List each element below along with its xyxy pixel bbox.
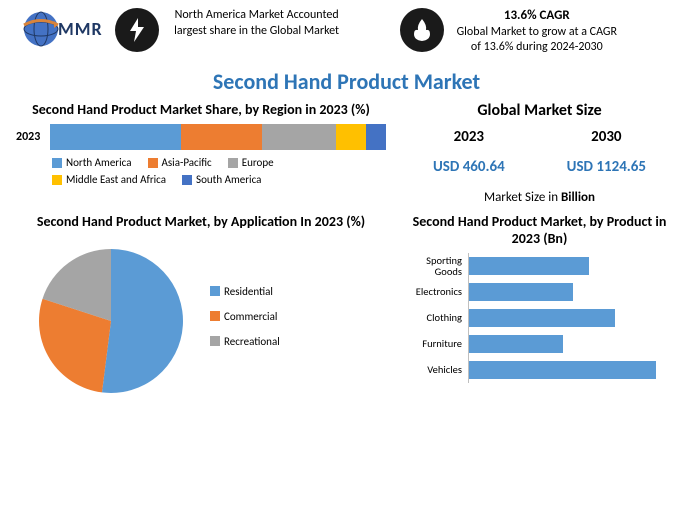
legend-swatch bbox=[182, 175, 192, 185]
legend-label: Europe bbox=[242, 156, 274, 169]
bar-row: Vehicles bbox=[406, 357, 677, 383]
region-segment bbox=[50, 124, 181, 150]
bar-fill bbox=[469, 257, 589, 275]
legend-item: Asia-Pacific bbox=[148, 156, 212, 169]
region-segment bbox=[262, 124, 336, 150]
page-title: Second Hand Product Market bbox=[0, 68, 693, 95]
bar-fill bbox=[469, 283, 573, 301]
region-segment bbox=[336, 124, 366, 150]
product-bar-area: Sporting Goods Electronics Clothing Furnitu… bbox=[402, 253, 677, 383]
global-val-1: USD 1124.65 bbox=[567, 158, 646, 176]
header: MMR North America Market Accounted large… bbox=[0, 0, 693, 56]
legend-item: Recreational bbox=[210, 335, 280, 348]
stat-cagr: 13.6% CAGR Global Market to grow at a CA… bbox=[400, 8, 673, 56]
global-year-1: 2030 bbox=[567, 128, 646, 146]
legend-swatch bbox=[52, 175, 62, 185]
bar-area bbox=[468, 253, 677, 279]
bar-area bbox=[468, 279, 677, 305]
bar-row: Furniture bbox=[406, 331, 677, 357]
bar-label: Clothing bbox=[406, 312, 468, 324]
legend-swatch bbox=[228, 158, 238, 168]
bar-area bbox=[468, 357, 677, 383]
legend-swatch bbox=[210, 311, 220, 321]
flame-icon bbox=[400, 8, 444, 52]
legend-item: Commercial bbox=[210, 310, 280, 323]
legend-item: Middle East and Africa bbox=[52, 173, 166, 186]
region-stacked-bar bbox=[50, 124, 386, 150]
product-chart: Second Hand Product Market, by Product i… bbox=[402, 213, 677, 396]
pie-legend: Residential Commercial Recreational bbox=[210, 273, 280, 360]
globe-icon bbox=[20, 8, 62, 50]
pie-chart-title: Second Hand Product Market, by Applicati… bbox=[16, 213, 386, 230]
pie-svg bbox=[16, 236, 196, 396]
product-chart-title: Second Hand Product Market, by Product i… bbox=[402, 213, 677, 247]
legend-swatch bbox=[52, 158, 62, 168]
bar-fill bbox=[469, 361, 656, 379]
legend-item: South America bbox=[182, 173, 261, 186]
stat2-title: 13.6% CAGR bbox=[452, 8, 622, 25]
bar-area bbox=[468, 331, 677, 357]
stat2-text: Global Market to grow at a CAGR of 13.6%… bbox=[452, 25, 622, 56]
legend-label: South America bbox=[196, 173, 261, 186]
bar-row: Clothing bbox=[406, 305, 677, 331]
global-year-0: 2023 bbox=[433, 128, 505, 146]
legend-label: Recreational bbox=[224, 335, 280, 348]
mmr-logo: MMR bbox=[20, 8, 103, 50]
bar-row: Electronics bbox=[406, 279, 677, 305]
region-segment bbox=[181, 124, 262, 150]
legend-label: North America bbox=[66, 156, 132, 169]
region-legend: North America Asia-Pacific Europe Middle Ea… bbox=[16, 156, 386, 186]
stat1-text: North America Market Accounted largest s… bbox=[167, 8, 347, 39]
region-row-label: 2023 bbox=[16, 130, 50, 144]
bar-row: Sporting Goods bbox=[406, 253, 677, 279]
legend-label: Commercial bbox=[224, 310, 277, 323]
global-size-panel: Global Market Size 2023 USD 460.64 2030 … bbox=[402, 101, 677, 205]
pie-chart: Second Hand Product Market, by Applicati… bbox=[16, 213, 386, 396]
bar-label: Furniture bbox=[406, 338, 468, 350]
global-val-0: USD 460.64 bbox=[433, 158, 505, 176]
bar-label: Sporting Goods bbox=[406, 255, 468, 278]
region-chart-title: Second Hand Product Market Share, by Reg… bbox=[16, 101, 386, 118]
region-segment bbox=[366, 124, 386, 150]
legend-swatch bbox=[148, 158, 158, 168]
global-size-note: Market Size in Billion bbox=[402, 190, 677, 205]
legend-label: Residential bbox=[224, 285, 273, 298]
legend-item: Residential bbox=[210, 285, 280, 298]
region-chart: Second Hand Product Market Share, by Reg… bbox=[16, 101, 386, 205]
pie-slice bbox=[102, 249, 183, 393]
bar-area bbox=[468, 305, 677, 331]
legend-item: Europe bbox=[228, 156, 274, 169]
bolt-icon bbox=[115, 8, 159, 52]
bar-fill bbox=[469, 335, 563, 353]
global-size-title: Global Market Size bbox=[402, 101, 677, 120]
legend-swatch bbox=[210, 336, 220, 346]
legend-item: North America bbox=[52, 156, 132, 169]
legend-label: Middle East and Africa bbox=[66, 173, 166, 186]
logo-text: MMR bbox=[58, 18, 103, 40]
bar-label: Vehicles bbox=[406, 364, 468, 376]
legend-label: Asia-Pacific bbox=[162, 156, 212, 169]
legend-swatch bbox=[210, 286, 220, 296]
bar-label: Electronics bbox=[406, 286, 468, 298]
bar-fill bbox=[469, 309, 615, 327]
stat-north-america: North America Market Accounted largest s… bbox=[115, 8, 388, 52]
